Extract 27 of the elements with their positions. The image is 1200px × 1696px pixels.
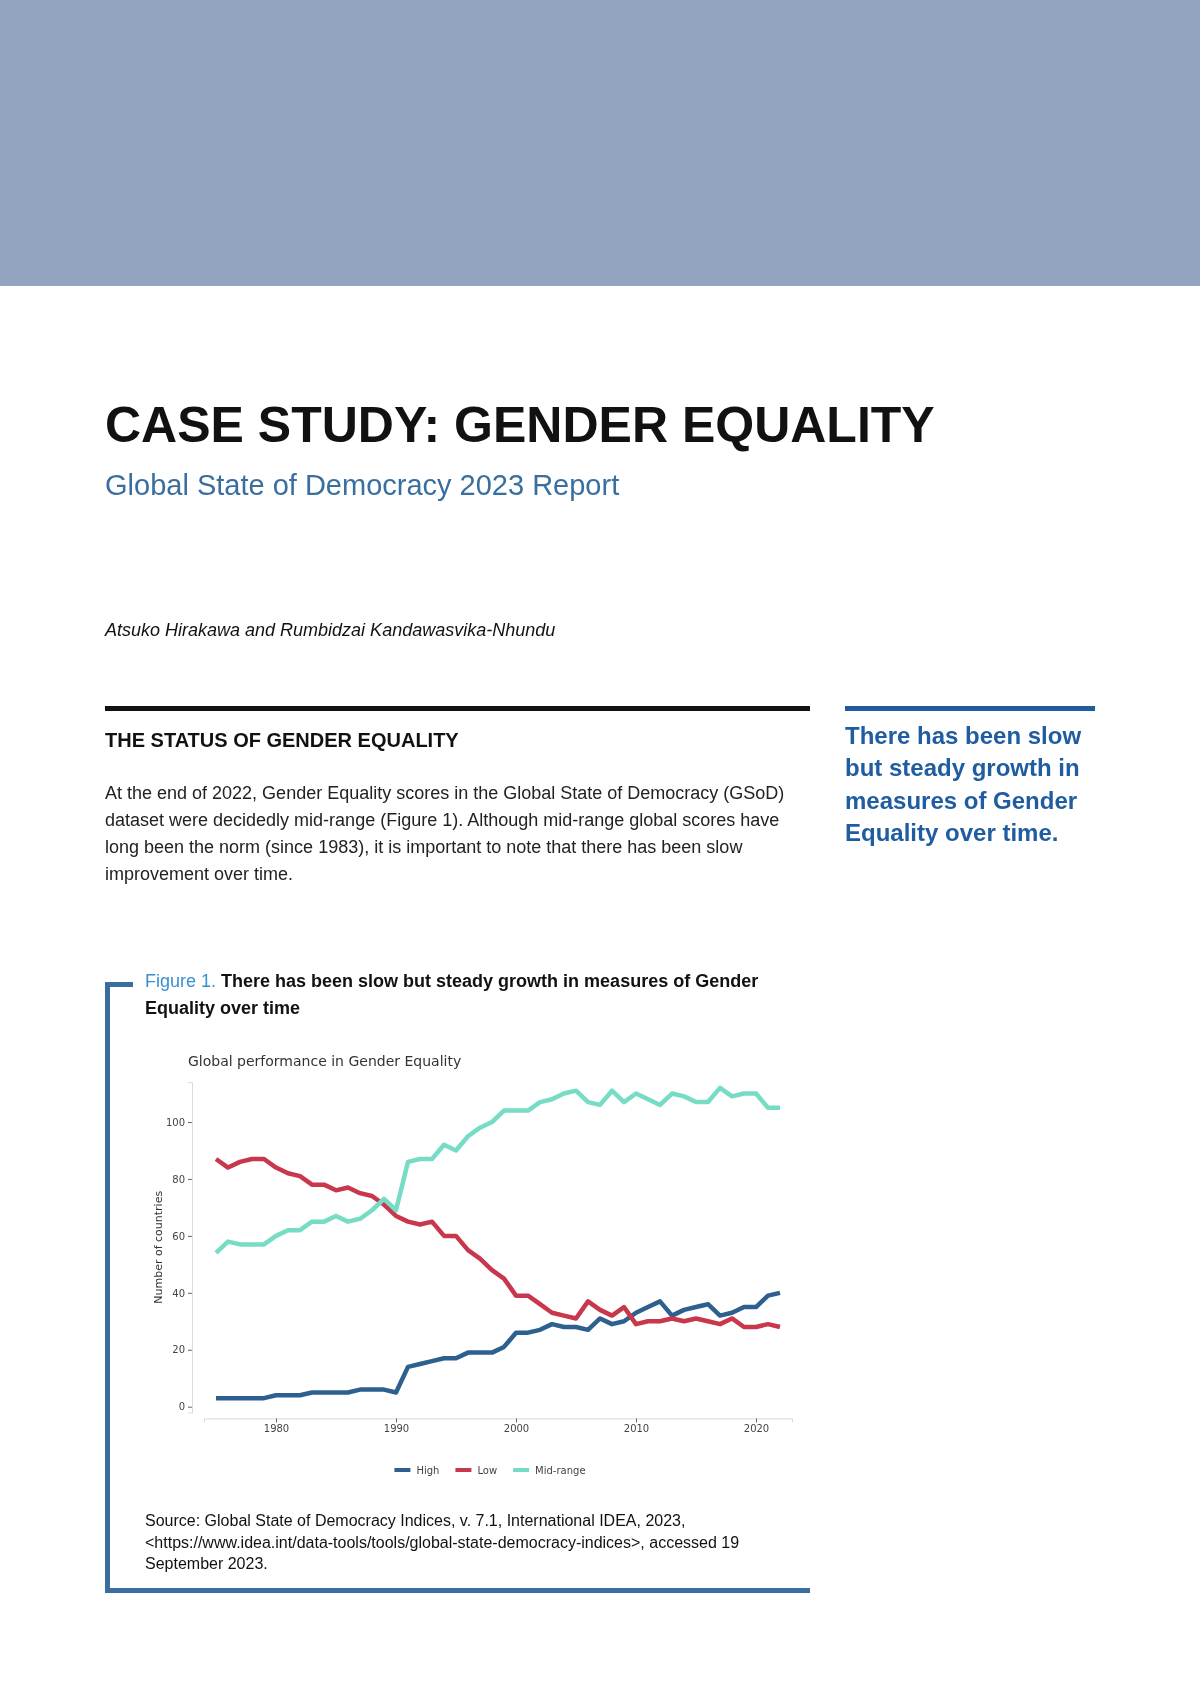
y-tick-label: 100 [165, 1116, 185, 1128]
y-axis-title: Number of countries [152, 1190, 165, 1304]
text: There has been slow but steady growth in measures of Gender Equality over time. [845, 721, 1083, 849]
text: At the end of 2022, Gender Equality scores in the Global State of Democracy (GSoD) dataset were decidedly mid-range (Figure 1). Although mid-range global scores have long been the norm (since 1983), it is important to note that there has been slow improvement over time. [105, 782, 786, 886]
x-tick-label: 2000 [503, 1423, 530, 1435]
text: Atsuko Hirakawa and Rumbidzai Kandawasvika-Nhundu [105, 620, 557, 642]
x-tick-label: 1990 [383, 1423, 410, 1435]
y-tick-label: 60 [172, 1230, 185, 1242]
y-tick-label: 40 [172, 1287, 185, 1299]
y-tick-label: 80 [172, 1173, 185, 1185]
source-note: Source: Global State of Democracy Indices, v. 7.1, International IDEA, 2023, <https://www.idea.int/data-tools/tools/global-state-democracy-indices>, accessed 19 September 2023. [145, 1511, 741, 1575]
legend-label: High [416, 1465, 440, 1476]
y-tick-label: 0 [178, 1401, 185, 1413]
x-tick-label: 2010 [623, 1423, 650, 1435]
legend-label: Low [477, 1465, 498, 1476]
line-series [213, 1085, 783, 1256]
legend-label: Mid-range [535, 1465, 586, 1476]
chart-title: Figure 1. There has been slow but steady growth in measures of Gender Equality over time [145, 971, 759, 1018]
line-series [213, 1156, 783, 1330]
text: THE STATUS OF GENDER EQUALITY [105, 728, 460, 752]
text: Global State of Democracy 2023 Report [105, 468, 621, 503]
x-tick-label: 1980 [263, 1423, 290, 1435]
text: CASE STUDY: GENDER EQUALITY [105, 396, 936, 455]
x-tick-label: 2020 [743, 1423, 770, 1435]
chart-subtitle: Global performance in Gender Equality [188, 1053, 462, 1069]
line-series [213, 1290, 783, 1401]
y-tick-label: 20 [172, 1344, 185, 1356]
